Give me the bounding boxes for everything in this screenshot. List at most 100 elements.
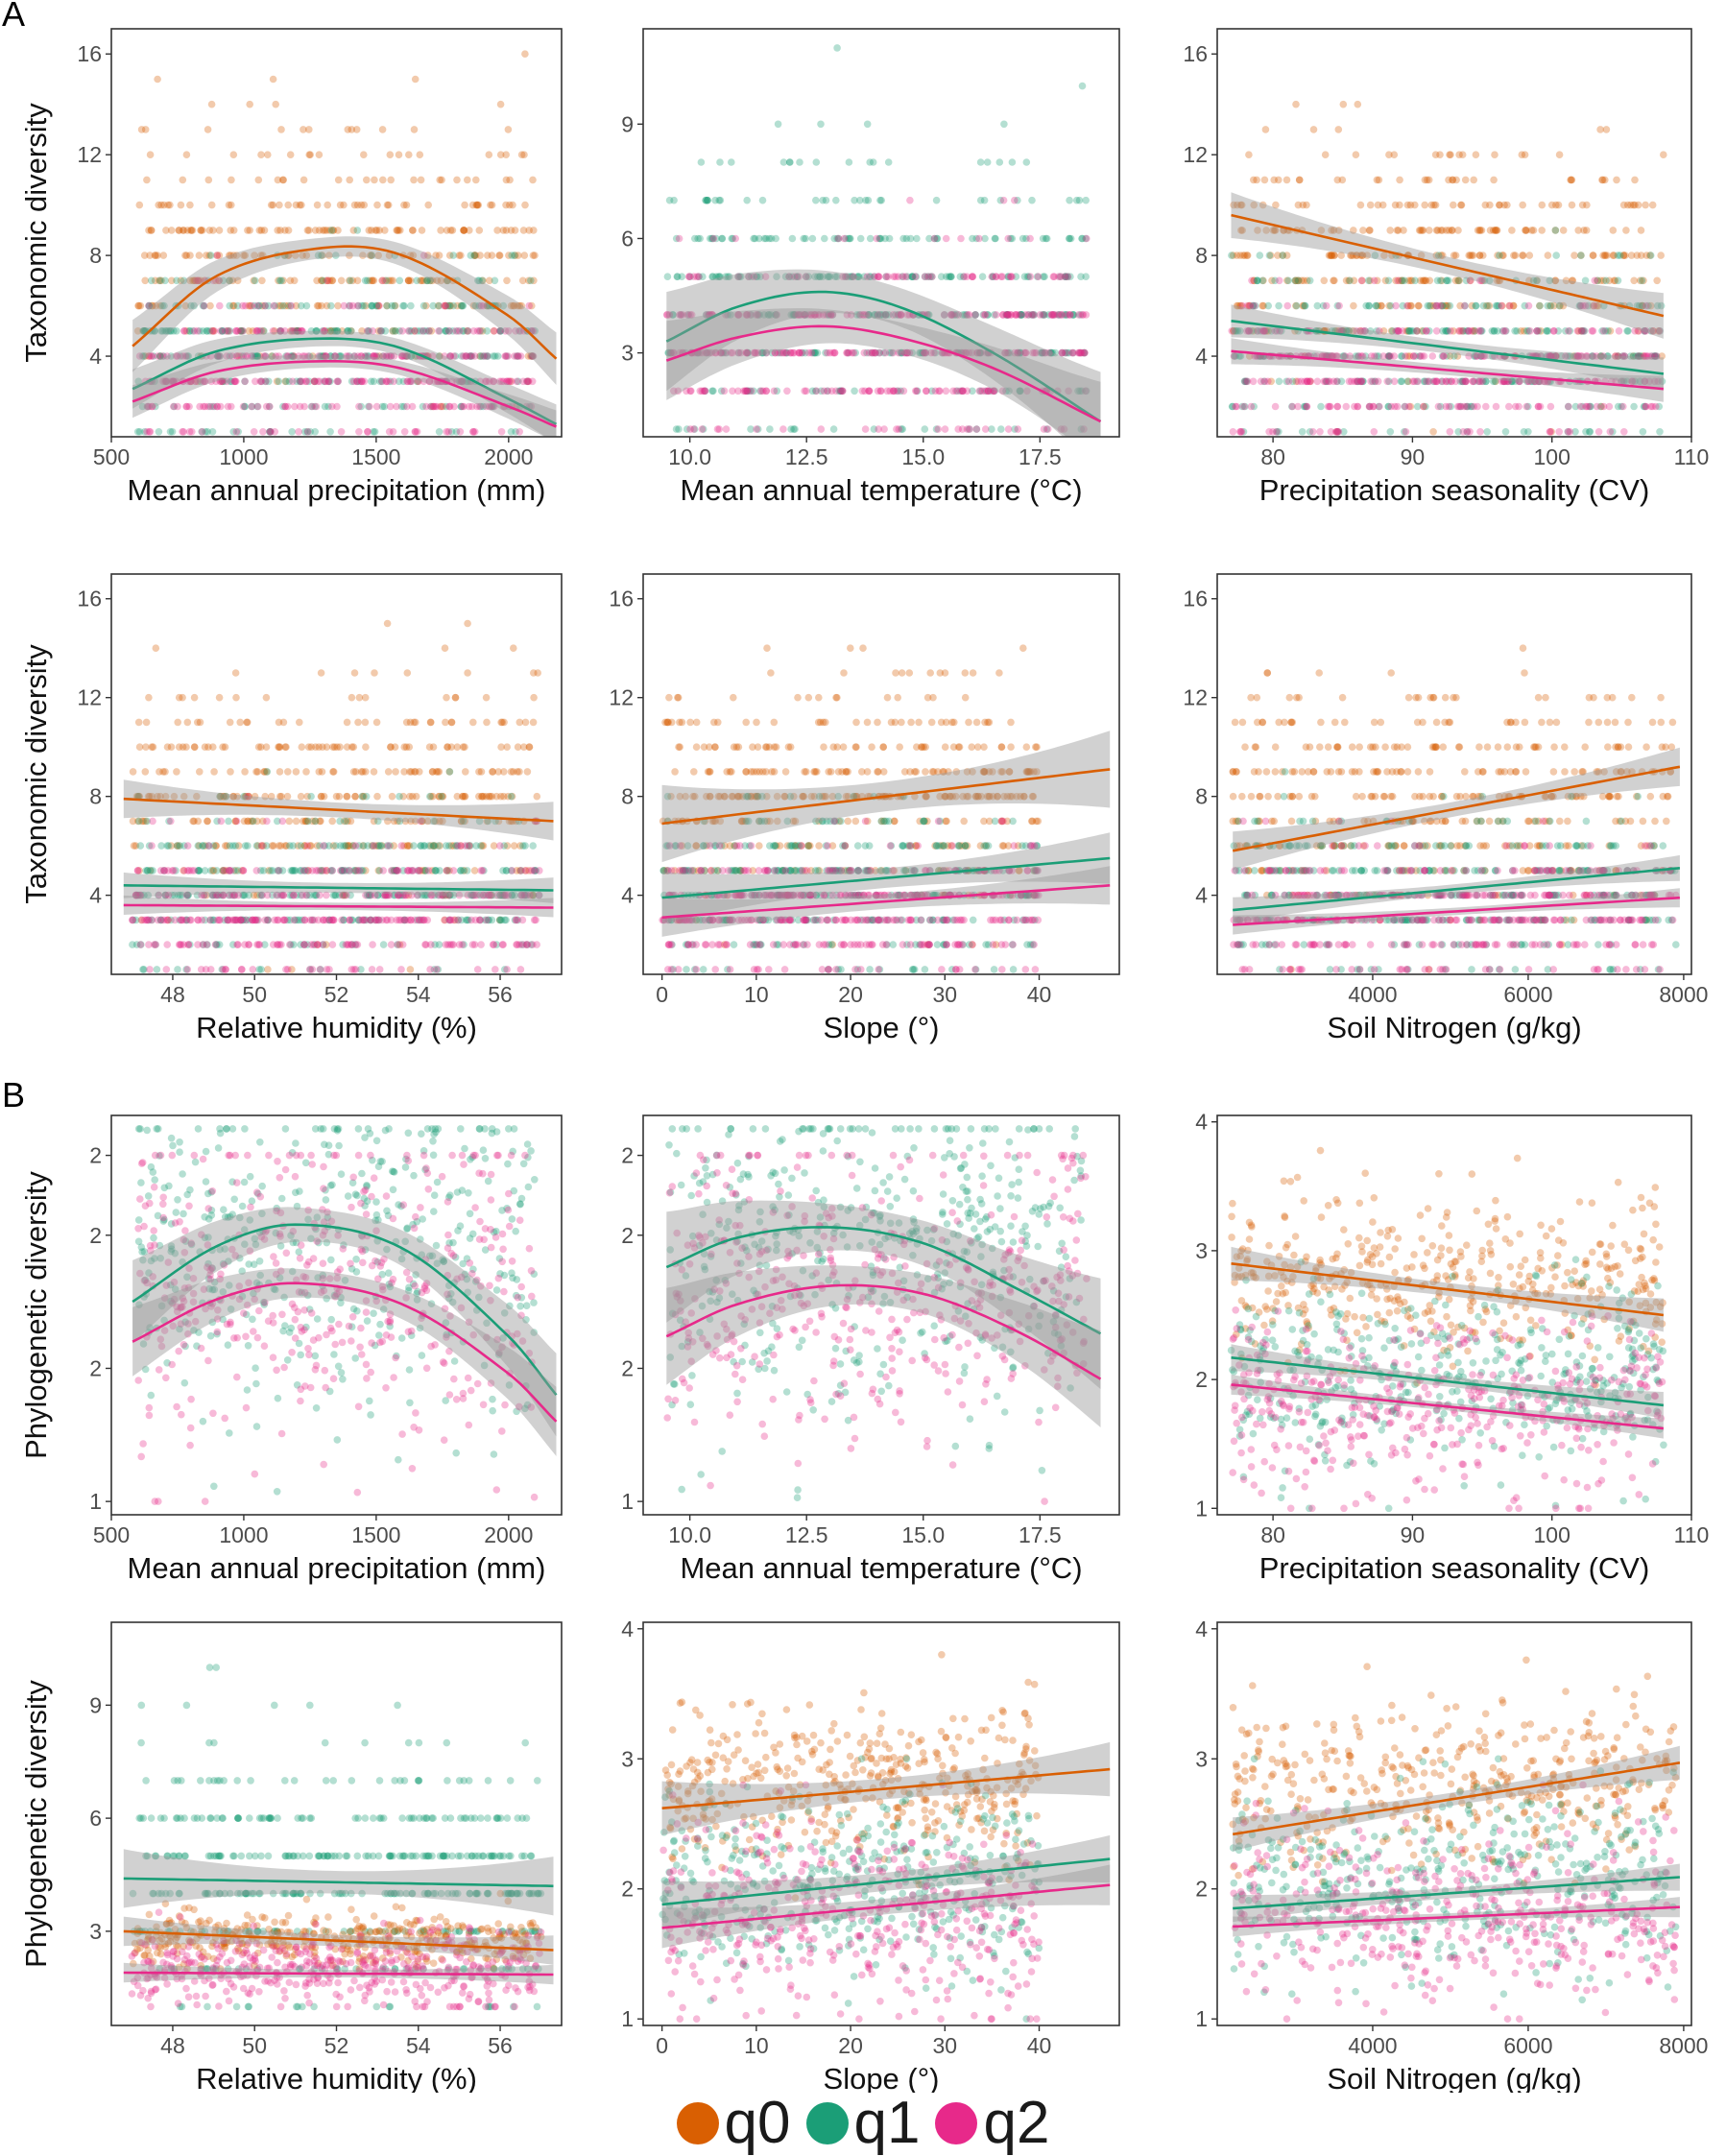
- data-point-q2: [1440, 352, 1448, 360]
- data-point-q0: [287, 151, 295, 158]
- data-point-q0: [385, 768, 393, 776]
- data-point-q0: [412, 76, 420, 84]
- data-point-q2: [302, 892, 310, 899]
- data-point-q2: [1323, 302, 1330, 310]
- data-point-q0: [293, 768, 300, 776]
- data-point-q2: [1375, 378, 1382, 386]
- data-point-q0: [907, 719, 915, 727]
- data-point-q0: [437, 227, 444, 234]
- data-point-q2: [477, 941, 485, 948]
- data-point-q2: [443, 867, 451, 874]
- data-point-q0: [244, 227, 252, 234]
- data-point-q0: [195, 818, 203, 826]
- data-point-q2: [474, 966, 482, 973]
- data-point-q2: [1244, 378, 1252, 386]
- data-point-q2: [233, 428, 241, 436]
- data-point-q0: [352, 768, 360, 776]
- data-point-q1: [1624, 327, 1632, 335]
- data-point-q2: [161, 867, 169, 874]
- data-point-q2: [338, 917, 346, 924]
- data-point-q0: [1449, 227, 1456, 234]
- data-point-q1: [472, 842, 480, 850]
- data-point-q0: [1486, 202, 1494, 209]
- x-tick-label: 12.5: [785, 444, 828, 469]
- data-point-q0: [319, 768, 326, 776]
- data-point-q0: [926, 669, 934, 677]
- data-point-q2: [742, 388, 750, 395]
- data-point-q0: [460, 743, 467, 751]
- data-point-q1: [207, 252, 215, 259]
- y-tick-label: 4: [89, 344, 102, 369]
- data-point-q1: [326, 428, 334, 436]
- x-axis-label: Mean annual temperature (°C): [680, 473, 1082, 507]
- data-point-q0: [530, 227, 538, 234]
- data-point-q2: [465, 327, 472, 335]
- data-point-q2: [252, 378, 259, 386]
- data-point-q2: [942, 425, 949, 433]
- data-point-q0: [460, 227, 467, 234]
- data-point-q0: [1596, 126, 1604, 133]
- data-point-q1: [276, 378, 283, 386]
- data-point-q0: [314, 202, 322, 209]
- data-point-q2: [1248, 403, 1256, 411]
- data-point-q1: [436, 428, 443, 436]
- data-point-q0: [486, 151, 493, 158]
- data-point-q0: [1610, 227, 1618, 234]
- data-point-q0: [469, 719, 477, 727]
- data-point-q0: [675, 743, 683, 751]
- data-point-q0: [503, 227, 511, 234]
- data-point-q2: [1005, 425, 1013, 433]
- data-point-q2: [1304, 403, 1311, 411]
- data-point-q2: [1391, 403, 1399, 411]
- data-point-q2: [395, 941, 402, 948]
- data-point-q2: [1294, 403, 1302, 411]
- data-point-q0: [328, 818, 336, 826]
- data-point-q2: [471, 941, 479, 948]
- data-point-q0: [417, 151, 424, 158]
- data-point-q1: [508, 428, 515, 436]
- data-point-q0: [888, 719, 896, 727]
- data-point-q2: [900, 388, 908, 395]
- y-tick-label: 12: [77, 685, 102, 710]
- data-point-q0: [1601, 252, 1609, 259]
- data-point-q0: [894, 694, 901, 702]
- data-point-q0: [296, 719, 303, 727]
- data-point-q1: [527, 277, 535, 285]
- data-point-q2: [762, 388, 770, 395]
- data-point-q0: [1462, 177, 1470, 184]
- data-point-q0: [244, 719, 252, 727]
- data-point-q1: [1067, 235, 1075, 243]
- data-point-q1: [796, 158, 803, 166]
- x-tick-label: 56: [488, 982, 513, 1007]
- data-point-q0: [526, 743, 534, 751]
- data-point-q2: [137, 941, 145, 948]
- data-point-q1: [833, 44, 841, 52]
- data-point-q2: [1606, 403, 1614, 411]
- data-point-q0: [453, 177, 461, 184]
- data-point-q1: [446, 768, 454, 776]
- data-point-q0: [396, 151, 403, 158]
- data-point-q2: [1458, 327, 1466, 335]
- data-point-q2: [267, 428, 275, 436]
- data-point-q2: [880, 425, 888, 433]
- data-point-q1: [1264, 302, 1272, 310]
- data-point-q0: [196, 768, 204, 776]
- data-point-q1: [1640, 428, 1647, 436]
- data-point-q2: [186, 917, 194, 924]
- data-point-q0: [359, 768, 367, 776]
- data-point-q2: [445, 428, 453, 436]
- data-point-q2: [306, 966, 314, 973]
- data-point-q2: [1459, 378, 1467, 386]
- data-point-q2: [248, 403, 255, 411]
- data-point-q0: [279, 177, 287, 184]
- data-point-q0: [852, 818, 860, 826]
- data-point-q2: [818, 425, 826, 433]
- data-point-q2: [1083, 311, 1091, 319]
- data-point-q0: [130, 768, 137, 776]
- data-point-q0: [299, 743, 306, 751]
- data-point-q0: [505, 126, 513, 133]
- data-point-q0: [449, 227, 457, 234]
- data-point-q0: [476, 227, 484, 234]
- y-tick-label: 6: [621, 226, 634, 251]
- data-point-q0: [135, 302, 143, 310]
